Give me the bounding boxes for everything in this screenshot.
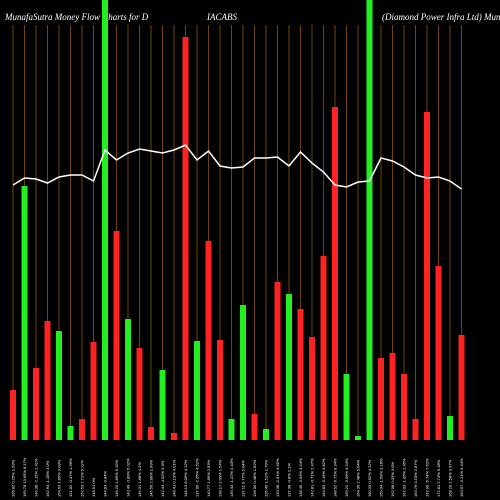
x-tick-label: 137.38 -0.8% 1.1% (287, 463, 292, 497)
x-tick-label: 138.17 2.03% 1.54% (218, 459, 223, 497)
bar (447, 416, 453, 440)
x-tick-label: 133.38 -2.91% 4.95% (275, 458, 280, 497)
bar (435, 266, 442, 440)
bar (125, 319, 131, 440)
x-tick-label: 149.38 -2.15% 2.41% (34, 458, 39, 497)
bar (217, 340, 223, 440)
x-tick-label: 152.53 2.71% 5.11% (80, 460, 85, 497)
bar (274, 282, 281, 440)
bar (332, 107, 338, 440)
bar (159, 370, 166, 440)
x-tick-label: 136.06 0.48% 1.82% (252, 459, 257, 497)
line (12, 144, 462, 190)
x-tick-label: 163.97 -3.21% 3.34% (459, 458, 464, 497)
bar (182, 37, 189, 440)
x-tick-label: 148.51 0% (91, 477, 96, 497)
x-tick-label: 162.90 -5.74% 7.62% (425, 458, 430, 497)
bar (309, 337, 315, 440)
x-tick-label: 163.76 0.53% 2.87% (413, 459, 418, 497)
x-tick-label: 169.78 13.65% 8.17% (22, 457, 27, 497)
bar (251, 414, 258, 440)
bar (240, 305, 246, 440)
x-tick-label: 159.34 -1.69% 3.18% (379, 458, 384, 497)
title: MunafaSutra Money Flow Charts for D (4, 12, 149, 22)
bar (355, 436, 361, 440)
bar (79, 419, 85, 440)
x-tick-label: 148.41 0.19% 4.01% (172, 459, 177, 497)
bar (56, 331, 62, 440)
bar (136, 348, 143, 440)
bar (297, 309, 304, 440)
x-tick-label: 166.92 0.25% 1.63% (11, 459, 16, 497)
bar (33, 368, 39, 440)
title: (Diamond Power Infra Ltd) MunafaSutra.co… (382, 12, 500, 22)
bar (378, 358, 384, 440)
x-tick-label: 146.56 2.89% 1.99% (149, 459, 154, 497)
bar (10, 390, 16, 440)
bar (44, 321, 51, 440)
bar (90, 342, 97, 440)
x-tick-label: 162.08 0.03% 3.0% (390, 462, 395, 497)
bar (228, 419, 235, 440)
x-tick-label: 159.22 -3.09% 4.54% (344, 458, 349, 497)
x-tick-label: 137.05 -2.65% 4.62% (195, 458, 200, 497)
x-tick-label: 143.49 -3.89% 5.02% (126, 458, 131, 497)
x-tick-label: 135.40 1.51% 1.79% (264, 459, 269, 497)
bar (401, 374, 407, 440)
x-tick-label: 144.83 -0.84% (103, 471, 108, 497)
bar (67, 426, 74, 440)
bar (263, 429, 269, 440)
x-tick-label: 135.43 -1.22% 2.43% (229, 458, 234, 497)
bar (366, 0, 373, 440)
bar (148, 427, 154, 440)
bar (320, 256, 327, 440)
x-tick-label: 146.20 1.89% 6.15% (114, 459, 119, 497)
x-tick-label: 143.83 -3.16% 3.82% (321, 458, 326, 497)
x-tick-label: 151.82 -0.47% 1.96% (68, 458, 73, 497)
x-tick-label: 162.03 -1.06% 2.45% (402, 458, 407, 497)
bar (102, 0, 108, 440)
x-tick-label: 154.63 1.85% 3.03% (57, 459, 62, 497)
bar (424, 112, 430, 440)
title: IACABS (206, 12, 237, 22)
bar (343, 374, 350, 440)
x-tick-label: 168.20 2.58% 3.97% (448, 459, 453, 497)
bar (412, 419, 419, 440)
bar (21, 186, 28, 440)
x-tick-label: 149.31 1.88% 4.2% (137, 462, 142, 497)
bar (458, 335, 465, 440)
bar (113, 231, 120, 440)
bar (205, 241, 212, 440)
x-tick-label: 137.11 0.77% 3.04% (241, 460, 246, 497)
x-tick-label: 164.30 2.48% 3.04% (356, 459, 361, 497)
bar (286, 294, 292, 440)
x-tick-label: 148.13 8.09% 4.12% (183, 459, 188, 497)
bar (194, 341, 200, 440)
x-tick-label: 148.52 -6.72% 8.34% (333, 458, 338, 497)
x-tick-label: 142.81 -0.71% 2.47% (310, 458, 315, 497)
x-tick-label: 172.81 2.74% 5.18% (436, 459, 441, 497)
x-tick-label: 142.44 -4.02% 3.3% (160, 460, 165, 497)
x-tick-label: 152.64 -1.28% 3.0% (45, 460, 50, 497)
x-tick-label: 140.77 1.89% 2.53% (206, 459, 211, 497)
x-tick-label: 160.33 0.62% 4.22% (367, 459, 372, 497)
x-tick-label: 138.49 -3.03% 4.54% (298, 458, 303, 497)
bar (171, 433, 177, 440)
bar (389, 353, 396, 440)
